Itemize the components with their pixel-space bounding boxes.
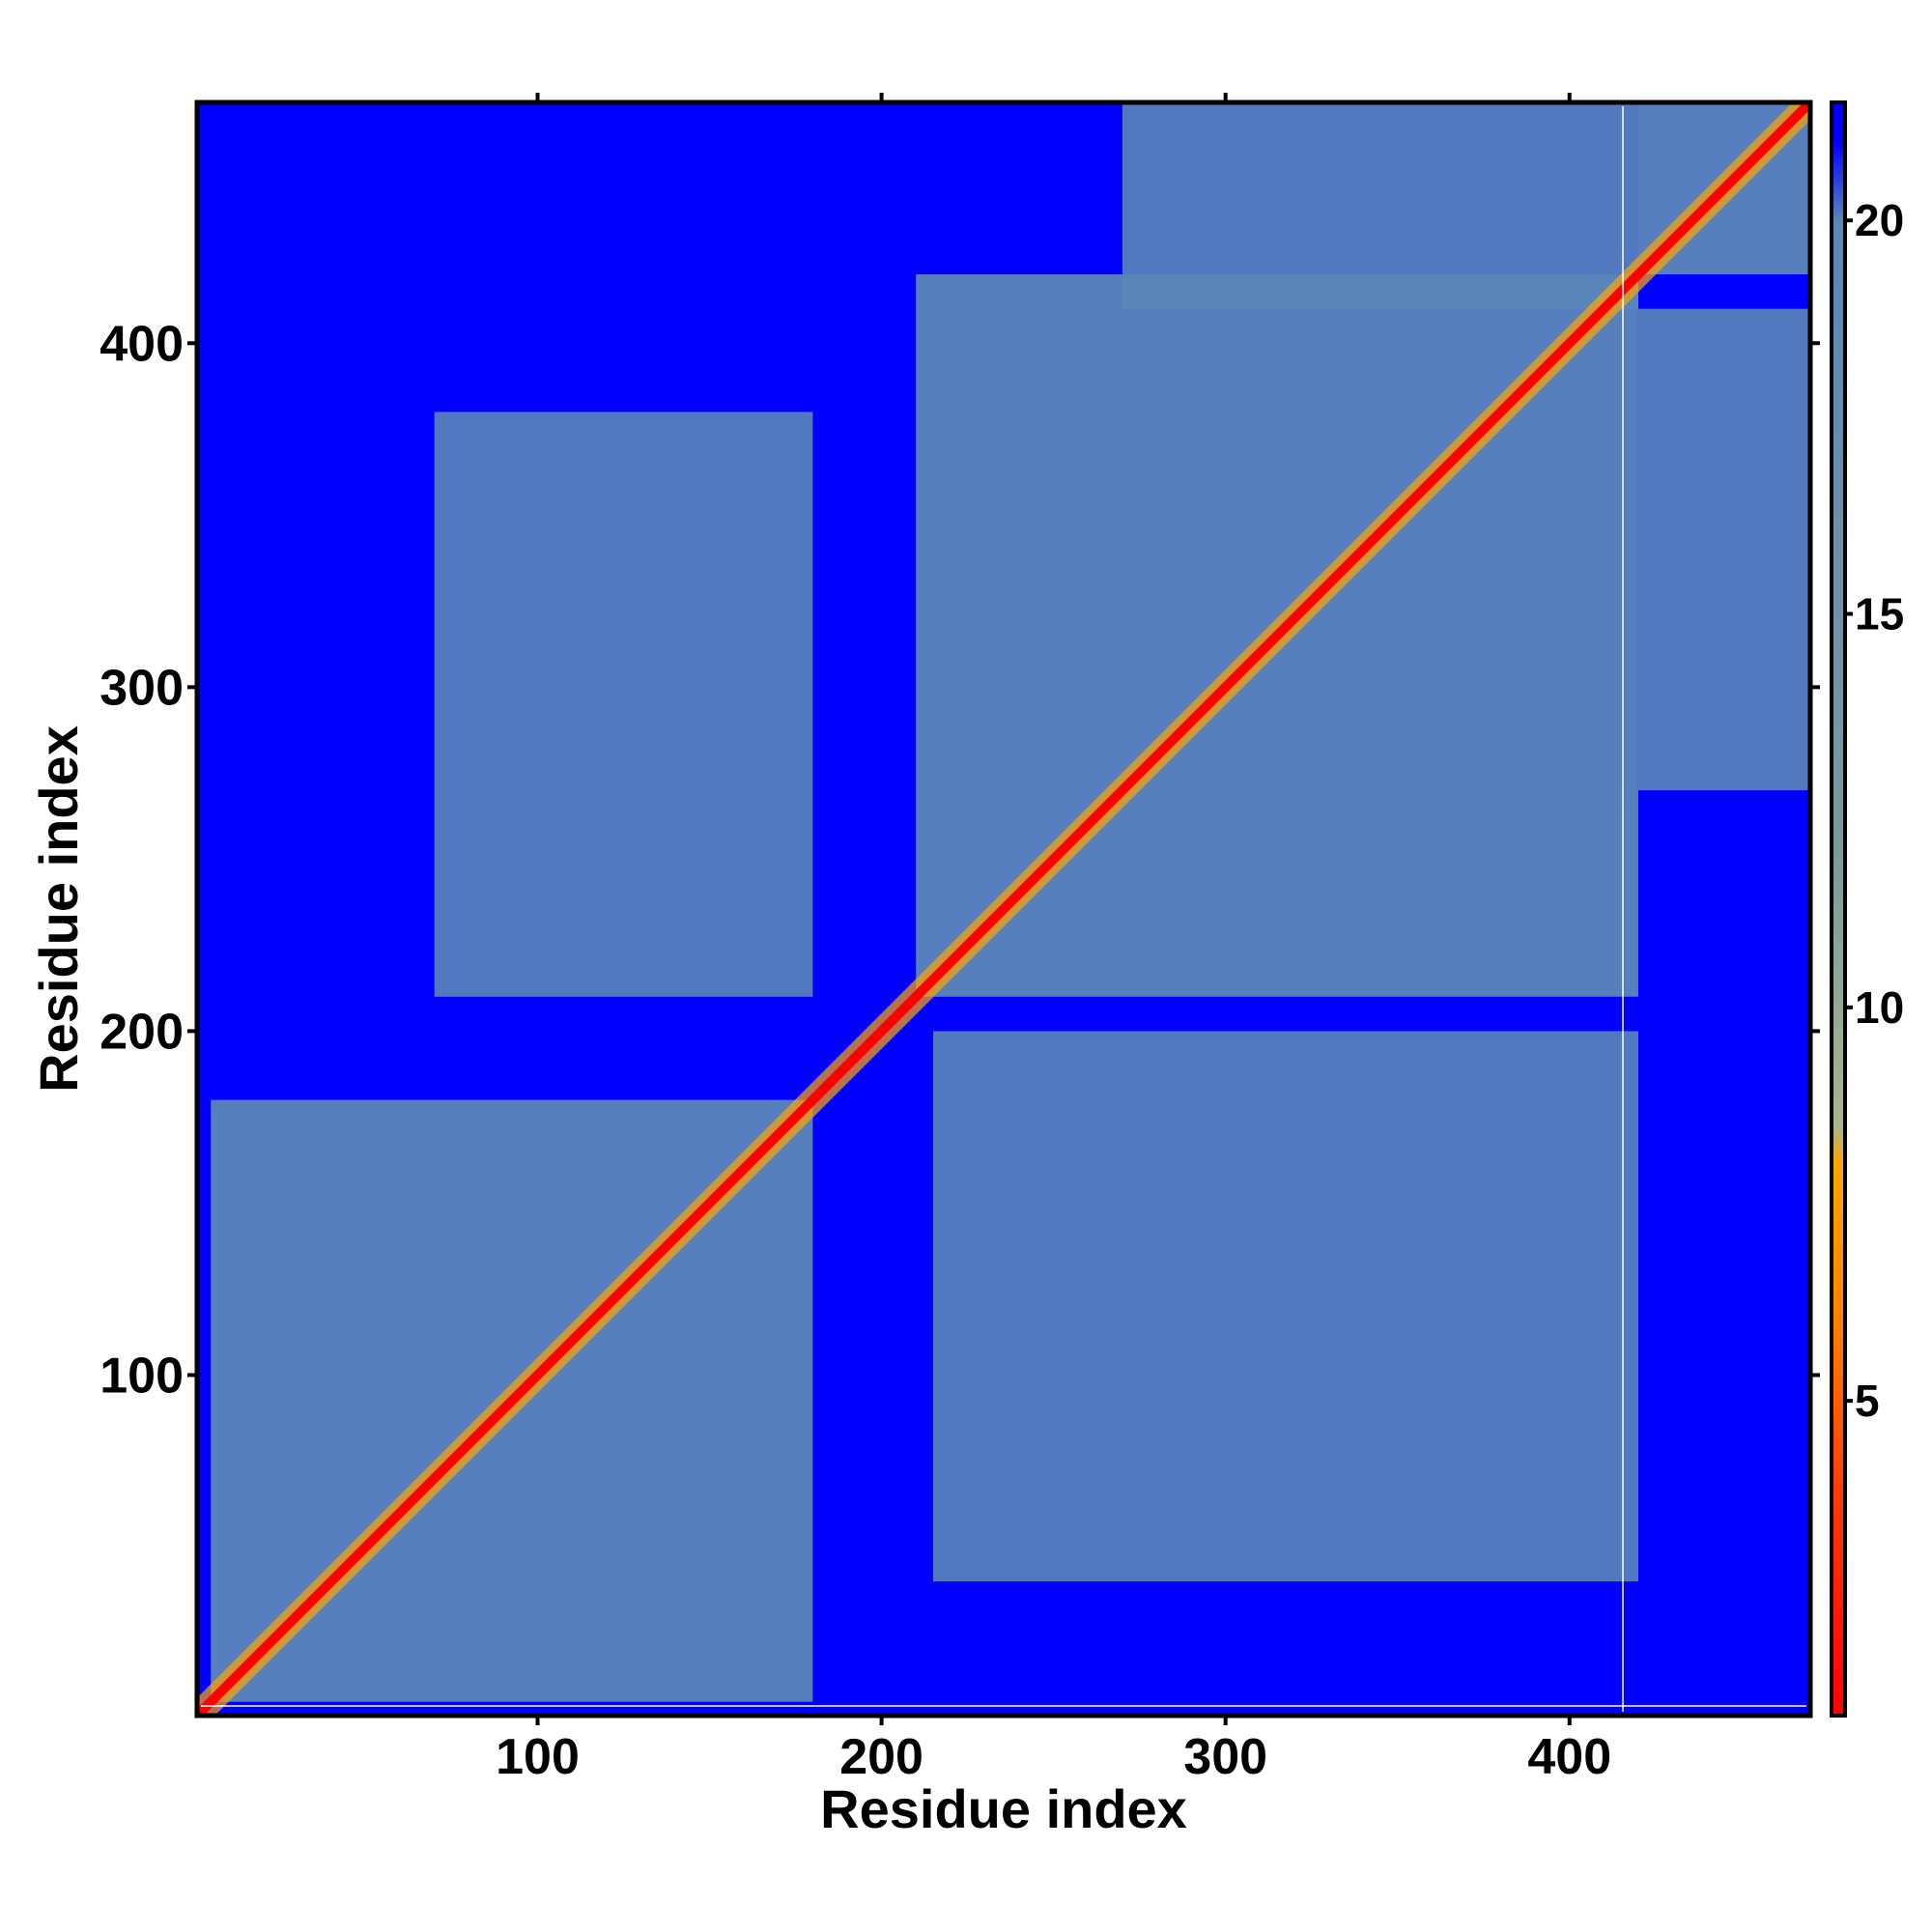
plot-frame <box>194 99 1813 1719</box>
y-tick-label: 300 <box>99 660 184 716</box>
y-axis-title: Residue index <box>28 725 89 1093</box>
x-tick-label: 100 <box>496 1729 580 1785</box>
colorbar-ticks: 5 10 15 20 <box>1845 195 1904 1426</box>
x-tick-label: 300 <box>1183 1729 1267 1785</box>
y-tick-label: 200 <box>99 1004 184 1060</box>
y-tick-label: 100 <box>99 1348 184 1404</box>
x-tick-label: 400 <box>1527 1729 1611 1785</box>
interdomain-contact-block <box>933 1031 1638 1582</box>
interdomain-contact-block <box>434 412 813 997</box>
colorbar <box>1830 100 1847 1718</box>
diagonal-contacts <box>197 102 1810 1716</box>
interdomain-contact-block <box>1637 308 1810 791</box>
axis-ticks: 100 200 300 400 100 200 300 400 <box>99 93 1820 1785</box>
colorbar-tick-label: 5 <box>1855 1376 1880 1426</box>
colorbar-tick-label: 20 <box>1855 195 1904 245</box>
colorbar-tick-label: 15 <box>1855 589 1904 639</box>
x-tick-label: 200 <box>839 1729 923 1785</box>
x-axis-title: Residue index <box>820 1778 1187 1839</box>
diagonal-line <box>197 102 1810 1716</box>
interdomain-contact-block <box>1122 102 1638 309</box>
y-tick-label: 400 <box>99 316 184 372</box>
colorbar-tick-label: 10 <box>1855 982 1904 1033</box>
